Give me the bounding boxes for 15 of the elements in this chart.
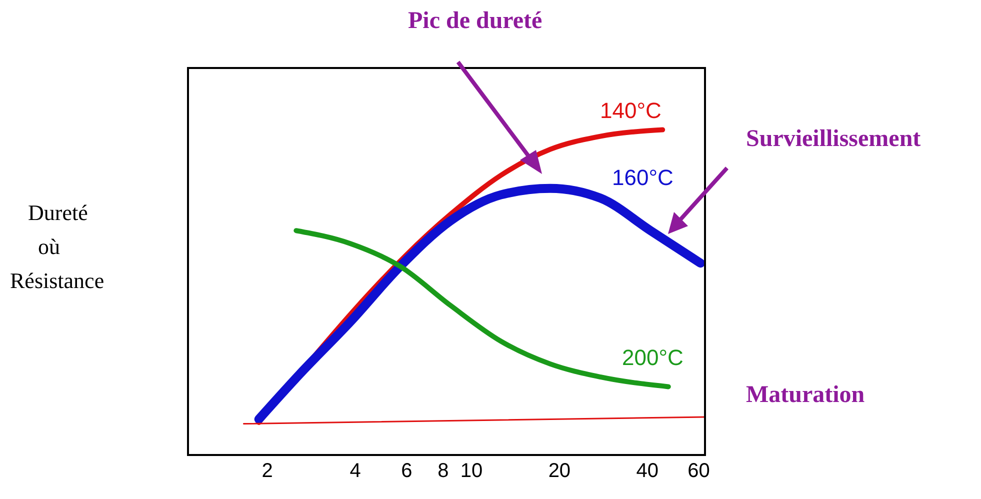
- x-tick-label: 10: [460, 460, 483, 482]
- text: Survieillissement: [746, 126, 921, 153]
- series-label: 200°C: [622, 345, 684, 371]
- x-tick-label: 4: [350, 460, 361, 482]
- x-tick-label: 8: [438, 460, 449, 482]
- x-tick-label: 60: [688, 460, 710, 482]
- x-tick-label: 20: [548, 460, 571, 482]
- x-tick-label: 40: [636, 460, 658, 482]
- x-tick-label: 2: [262, 460, 273, 482]
- y-axis-title: Dureté où Résistance: [10, 199, 106, 295]
- text: Maturation: [746, 382, 865, 409]
- text: Pic de dureté: [408, 8, 542, 35]
- x-tick-label: 6: [401, 460, 412, 482]
- series-label: 140°C: [600, 98, 662, 124]
- series-label: 160°C: [612, 165, 674, 191]
